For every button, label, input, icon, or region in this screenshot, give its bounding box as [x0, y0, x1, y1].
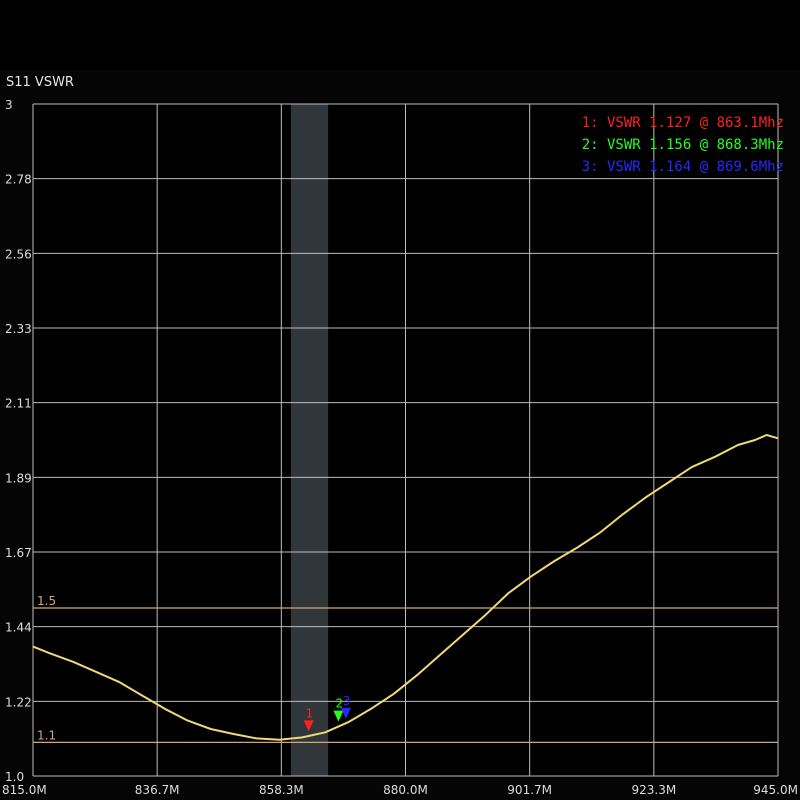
y-tick-label: 1.67	[5, 546, 32, 560]
y-tick-labels: 1.0 1.22 1.44 1.67 1.89 2.11 2.33 2.56 2.78 3	[5, 98, 32, 784]
x-tick-labels: 815.0M 836.7M 858.3M 880.0M 901.7M 923.3M 945.…	[2, 783, 798, 797]
ref-line-label: 1.5	[37, 594, 56, 608]
y-tick-label: 2.78	[5, 173, 32, 187]
y-tick-label: 1.44	[5, 621, 32, 635]
x-tick-label: 901.7M	[507, 783, 552, 797]
y-tick-label: 3	[5, 98, 13, 112]
x-tick-label: 858.3M	[259, 783, 304, 797]
x-tick-label: 815.0M	[2, 783, 47, 797]
vswr-trace	[32, 434, 779, 741]
grid	[32, 103, 779, 777]
marker-2-label: 2	[335, 697, 343, 711]
x-tick-label: 880.0M	[383, 783, 428, 797]
top-bar	[0, 0, 800, 70]
x-tick-label: 923.3M	[631, 783, 676, 797]
y-tick-label: 2.33	[5, 322, 32, 336]
y-tick-label: 1.89	[5, 471, 32, 485]
chart-title: S11 VSWR	[6, 75, 74, 90]
marker-2-triangle	[333, 710, 344, 722]
series-layer	[32, 434, 779, 741]
marker-legend: 1: VSWR 1.127 @ 863.1Mhz 2: VSWR 1.156 @…	[582, 112, 784, 178]
marker-layer: 1 2 3	[303, 694, 351, 732]
x-tick-label: 945.0M	[753, 783, 798, 797]
ref-line-label: 1.1	[37, 728, 56, 742]
y-tick-label: 1.0	[5, 770, 24, 784]
marker-3-triangle	[340, 707, 351, 719]
reference-lines: 1.5 1.1	[33, 594, 778, 744]
y-tick-label: 1.22	[5, 695, 32, 709]
legend-marker-2: 2: VSWR 1.156 @ 868.3Mhz	[581, 137, 784, 153]
legend-marker-1: 1: VSWR 1.127 @ 863.1Mhz	[581, 115, 784, 131]
y-tick-label: 2.56	[5, 247, 32, 261]
marker-3-label: 3	[343, 694, 351, 708]
marker-1-triangle	[303, 720, 314, 732]
highlight-band	[290, 104, 329, 776]
legend-marker-3: 3: VSWR 1.164 @ 869.6Mhz	[581, 159, 784, 175]
x-tick-label: 836.7M	[135, 783, 180, 797]
marker-1-label: 1	[306, 706, 314, 720]
y-tick-label: 2.11	[5, 397, 32, 411]
